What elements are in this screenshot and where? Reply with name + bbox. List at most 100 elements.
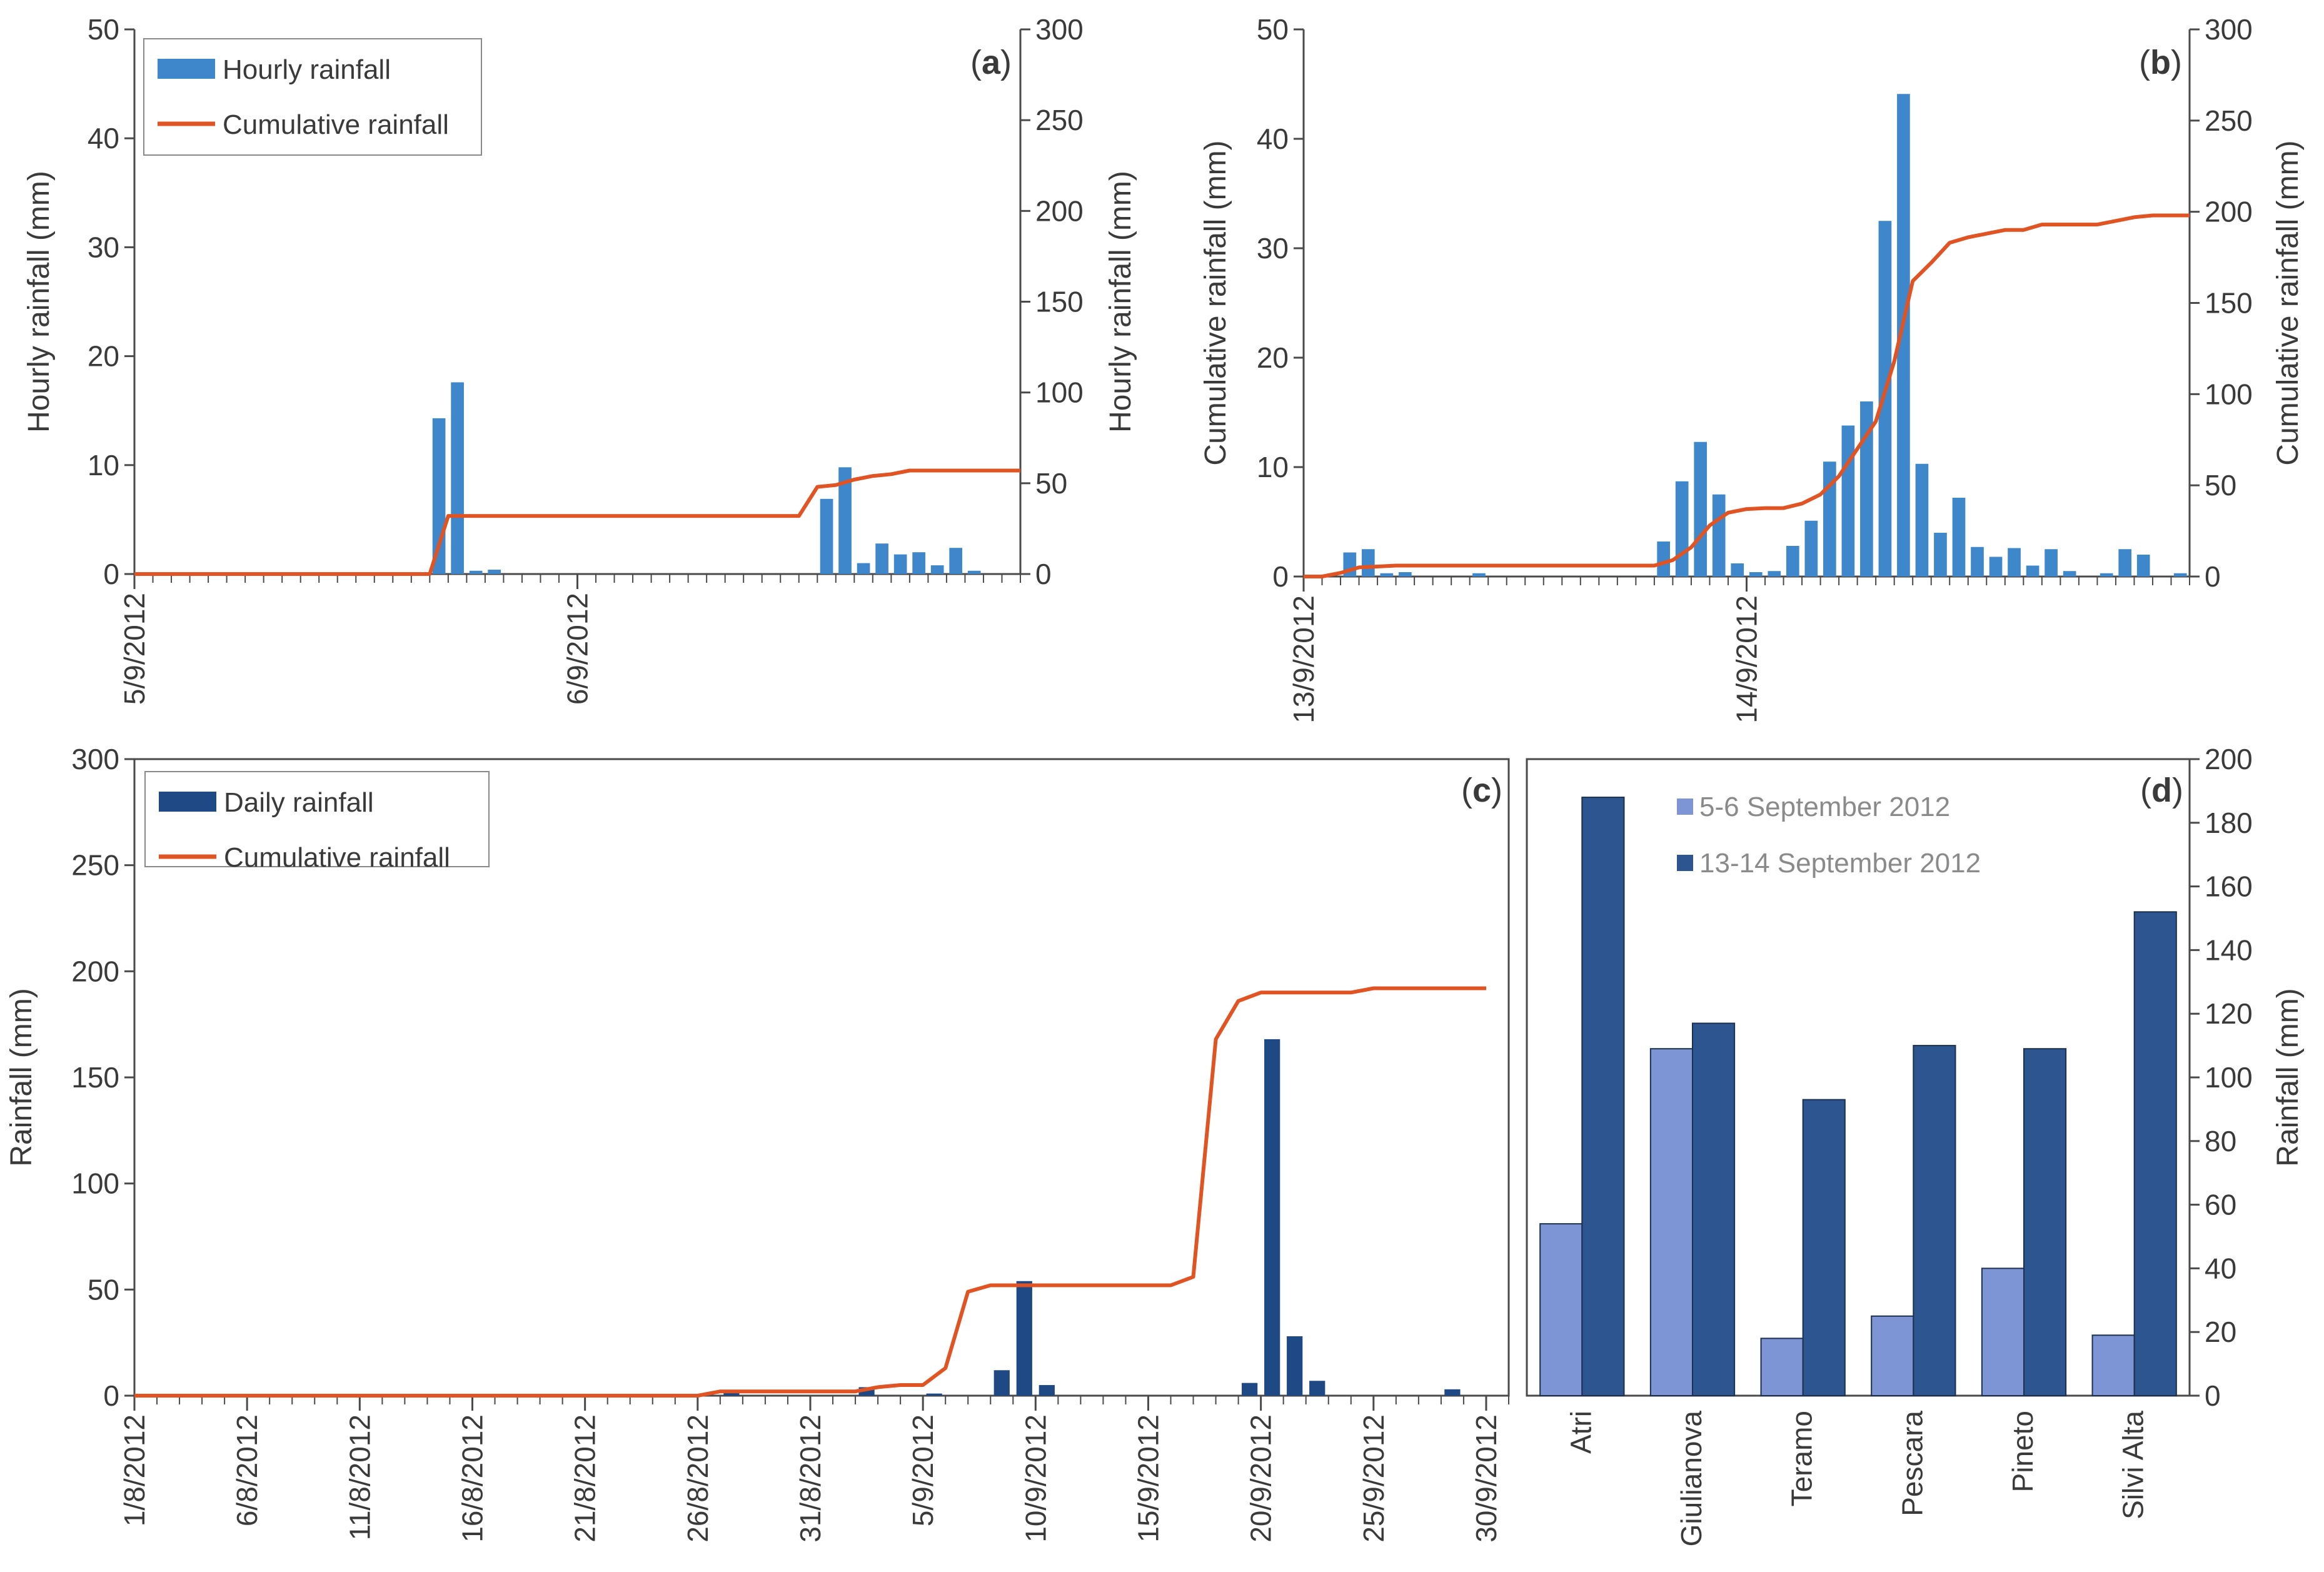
station-label: Silvi Alta [2117,1411,2150,1519]
y-tick-label: 10 [88,449,119,481]
rainfall-bar [993,1370,1010,1396]
rainfall-bar [2100,573,2113,577]
rainfall-bar [1804,520,1818,577]
panel-label: (d) [2140,772,2183,809]
y-right-tick-label: 100 [2205,1061,2253,1094]
x-tick-label: 16/8/2012 [456,1414,488,1543]
rainfall-bar [1399,572,1412,577]
x-tick-label: 1/8/2012 [118,1414,151,1526]
y-right-tick-label: 200 [2205,743,2253,775]
station-label: Atri [1564,1411,1597,1454]
y-tick-label: 20 [1257,341,1289,374]
station-bar-sept-5-6 [1760,1338,1804,1396]
y-tick-label: 50 [1257,13,1289,46]
y-tick-label: 250 [71,849,119,882]
rainfall-bar [1287,1336,1303,1396]
y-right-tick-label: 150 [1035,286,1084,318]
y-tick-label: 20 [88,340,119,373]
rainfall-bar [967,570,981,574]
panel-label: (c) [1461,772,1502,809]
rainfall-bar [1361,549,1375,577]
rainfall-bar [2026,565,2040,577]
y-right-tick-label: 100 [1035,376,1084,409]
rainfall-bar [1786,546,1799,577]
rainfall-bar [723,1391,740,1396]
panel-b-hourly-rainfall-13-14-september: 0 10 20 30 40 50 0 50 100 150 200 250 300 13/9/2012 14… [1199,13,2305,723]
station-bar-sept-13-14 [1692,1022,1736,1396]
y-right-tick-label: 140 [2205,934,2253,966]
panel-a-hourly-rainfall-5-6-september: 0 10 20 30 40 50 0 50 100 150 200 250 300 5/9/2012 6/9… [23,13,1137,705]
rainfall-bar [1675,481,1689,577]
y-right-tick-label: 300 [2205,13,2253,46]
cumulative-rainfall-line [134,468,1020,576]
rainfall-bar [1989,557,2003,577]
x-tick-label: 25/9/2012 [1357,1414,1390,1543]
rainfall-bar [1712,494,1726,577]
y-tick-label: 50 [88,1273,119,1306]
rainfall-bar [930,565,944,574]
rainfall-bar [1657,542,1670,577]
y-right-tick-label: 0 [2205,560,2221,593]
x-tick-label: 14/9/2012 [1731,595,1763,723]
y-tick-label: 10 [1257,451,1289,483]
legend-box [144,771,490,867]
y-right-tick-label: 0 [1035,558,1052,590]
y-right-tick-label: 20 [2205,1316,2236,1348]
y-tick-label: 30 [88,231,119,263]
station-label: Pescara [1896,1411,1928,1516]
legend-swatch-bar [158,59,215,79]
legend-label: 5-6 September 2012 [1699,792,1950,822]
rainfall-bar [926,1393,942,1396]
y-tick-label: 0 [103,1379,119,1412]
panel-d-station-rainfall-comparison: 0 20 40 60 80 100 120 140 160 180 200 Atri Giulianov… [1526,743,2305,1546]
rainfall-bar [1841,425,1855,577]
rainfall-bar [820,498,833,574]
rainfall-bar [2008,548,2021,577]
station-bar-sept-5-6 [2091,1334,2135,1397]
rainfall-bar [451,382,464,574]
y-right-tick-label: 0 [2205,1379,2221,1412]
y-right-tick-label: 200 [2205,196,2253,228]
y-tick-label: 150 [71,1061,119,1094]
station-bar-sept-13-14 [1802,1099,1846,1396]
cumulative-rainfall-line [134,986,1486,1398]
rainfall-bar [469,570,483,574]
rainfall-bar [1264,1039,1280,1396]
station-label: Teramo [1786,1411,1818,1506]
y-tick-label: 40 [88,122,119,154]
rainfall-bar [857,563,870,574]
y-tick-label: 0 [1272,560,1289,593]
y-right-tick-label: 40 [2205,1252,2236,1284]
legend-label: Cumulative rainfall [224,842,450,873]
panel-label-letter: c [1472,772,1491,809]
x-tick-label: 6/9/2012 [561,593,594,705]
station-bar-sept-13-14 [1581,797,1625,1396]
y-axis-title: Cumulative rainfall (mm) [1199,140,1232,465]
station-bar-sept-13-14 [1913,1045,1956,1396]
rainfall-bar [1915,463,1929,577]
y-right-axis-title: Rainfall (mm) [2271,988,2305,1166]
y-right-tick-label: 160 [2205,870,2253,903]
y-right-tick-label: 180 [2205,807,2253,839]
y-tick-label: 200 [71,955,119,987]
rainfall-bar [949,548,963,574]
rainfall-bar [893,554,907,574]
y-right-tick-label: 250 [2205,104,2253,137]
y-right-axis-title: Cumulative rainfall (mm) [2271,140,2305,465]
rainfall-bar [1860,401,1873,577]
x-tick-label: 31/8/2012 [794,1414,827,1543]
rainfall-bar [1380,573,1394,577]
rainfall-bar [1039,1385,1055,1396]
legend-swatch-bar [1677,799,1693,815]
x-tick-label: 13/9/2012 [1287,595,1320,723]
rainfall-bar [1878,221,1892,577]
y-right-axis-title: Hourly rainfall (mm) [1104,171,1137,433]
station-bar-sept-13-14 [2133,911,2177,1396]
y-axis-title: Rainfall (mm) [5,988,38,1166]
station-bar-sept-13-14 [2023,1048,2067,1396]
panel-label-letter: b [2150,44,2171,81]
rainfall-bar [1731,563,1744,577]
y-right-tick-label: 50 [1035,467,1067,500]
y-tick-label: 50 [88,13,119,46]
x-tick-label: 5/9/2012 [907,1414,939,1526]
